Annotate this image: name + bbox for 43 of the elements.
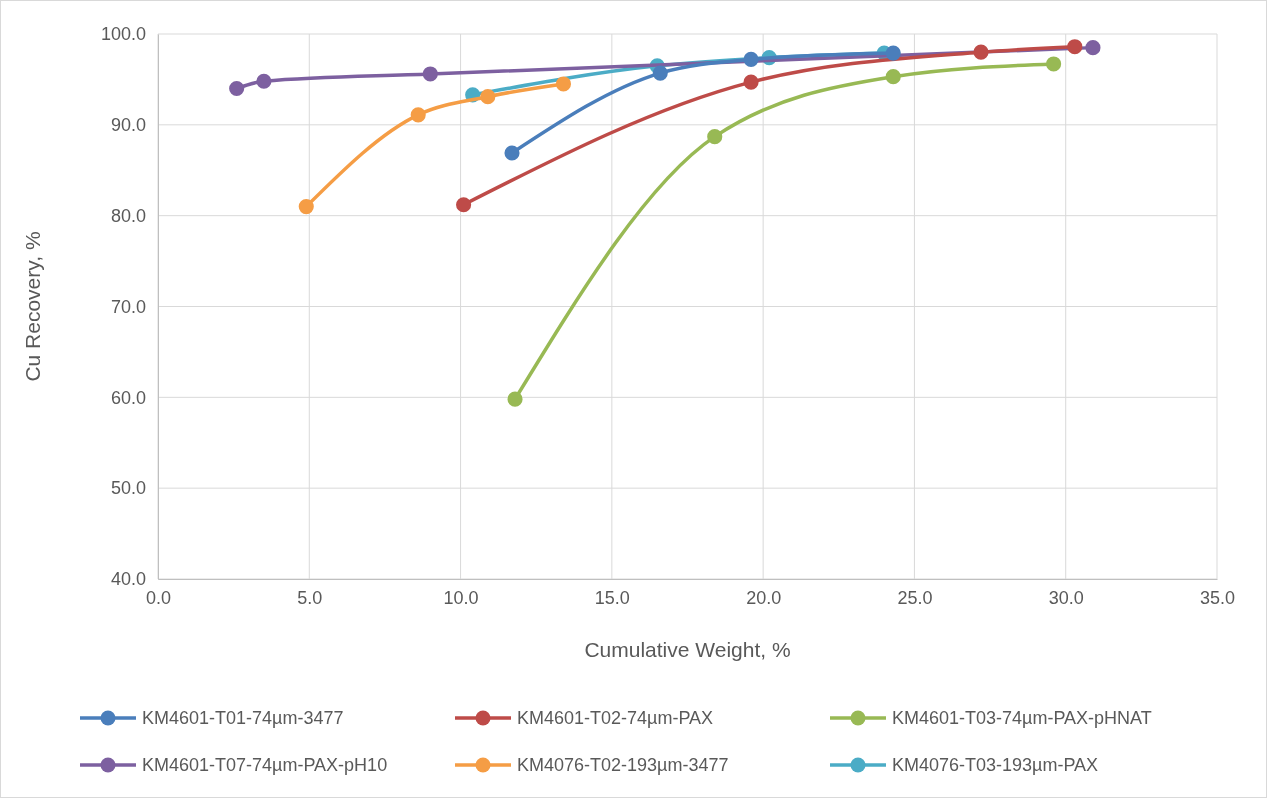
x-tick-label: 0.0: [145, 587, 172, 608]
point: [229, 80, 245, 97]
point: [885, 45, 901, 61]
point: [1046, 56, 1062, 72]
y-tick-label: 80.0: [110, 205, 146, 226]
x-tick-label: 35.0: [1199, 587, 1236, 608]
legend-label: KM4601-T02-74µm-PAX: [517, 708, 714, 728]
point: [507, 391, 523, 407]
x-tick-label: 20.0: [746, 587, 782, 608]
y-tick-label: 100.0: [100, 24, 146, 45]
point: [707, 129, 723, 145]
point: [1067, 39, 1083, 55]
point: [555, 76, 572, 92]
y-axis-title: Cu Recovery, %: [21, 231, 44, 382]
y-tick-label: 90.0: [110, 115, 146, 136]
x-tick-label: 15.0: [594, 587, 630, 608]
y-tick-label: 40.0: [110, 569, 146, 590]
y-tick-label: 50.0: [110, 478, 146, 499]
point: [456, 197, 472, 213]
point: [885, 69, 901, 85]
legend-label: KM4601-T07-74µm-PAX-pH10: [142, 755, 388, 775]
point: [973, 44, 989, 60]
y-tick-label: 70.0: [110, 296, 146, 317]
legend-label: KM4076-T02-193µm-3477: [517, 755, 729, 775]
x-tick-label: 25.0: [897, 587, 933, 608]
x-tick-label: 10.0: [443, 587, 479, 608]
x-tick-label: 30.0: [1048, 587, 1084, 608]
y-tick-label: 60.0: [110, 387, 146, 408]
x-tick-label: 5.0: [297, 587, 323, 608]
point: [652, 65, 668, 81]
x-axis-title: Cumulative Weight, %: [584, 638, 791, 661]
point: [410, 107, 426, 123]
legend-label: KM4076-T03-193µm-PAX: [892, 755, 1099, 775]
legend-label: KM4601-T03-74µm-PAX-pHNAT: [892, 708, 1152, 728]
point: [422, 66, 438, 82]
legend-label: KM4601-T01-74µm-3477: [142, 708, 344, 728]
point: [480, 89, 496, 105]
point: [298, 199, 314, 215]
point: [743, 74, 759, 90]
point: [504, 145, 520, 161]
point: [1085, 40, 1101, 56]
point: [256, 73, 272, 89]
point: [743, 51, 759, 67]
